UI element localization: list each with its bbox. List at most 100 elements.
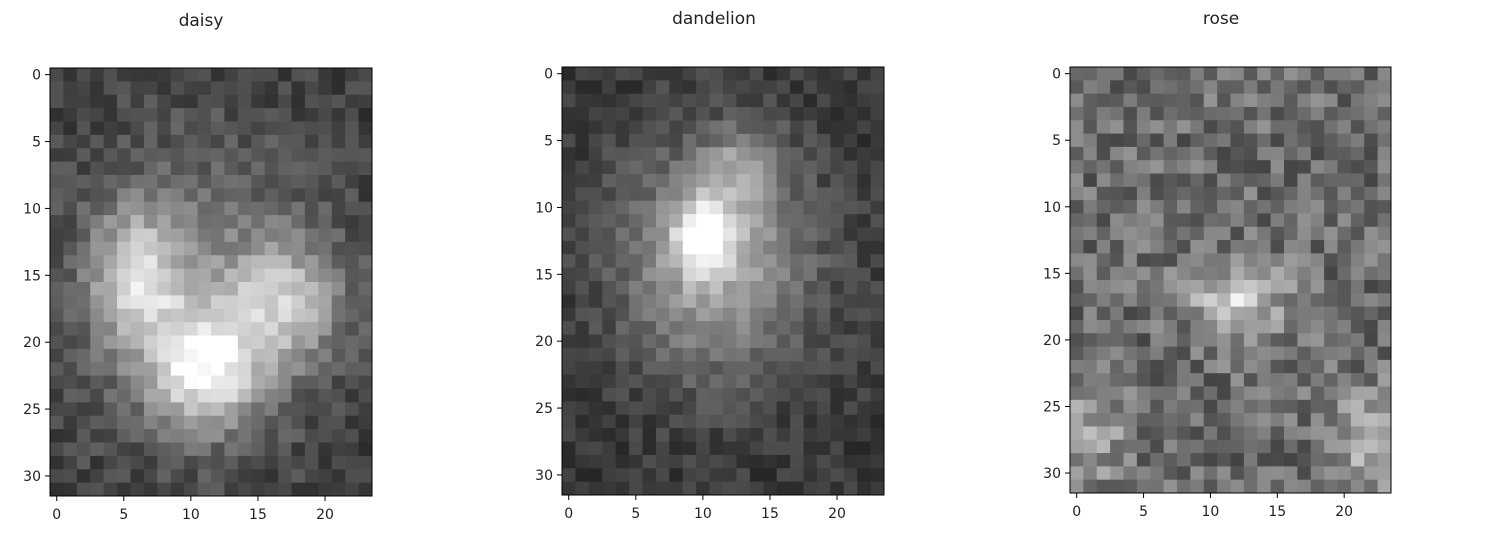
heatmap-cell: [1124, 227, 1138, 241]
heatmap-cell: [777, 442, 791, 456]
heatmap-cell: [790, 468, 804, 482]
heatmap-cell: [318, 255, 332, 269]
heatmap-cell: [736, 401, 750, 415]
heatmap-cell: [710, 228, 724, 242]
heatmap-cell: [1311, 426, 1325, 440]
heatmap-cell: [589, 80, 603, 94]
heatmap-cell: [1164, 400, 1178, 414]
heatmap-cell: [184, 443, 198, 457]
heatmap-cell: [723, 442, 737, 456]
heatmap-cell: [669, 147, 683, 161]
heatmap-cell: [305, 175, 319, 189]
heatmap-cell: [589, 308, 603, 322]
heatmap-cell: [278, 148, 292, 162]
panel-title: rose: [1203, 9, 1239, 29]
heatmap-cell: [750, 94, 764, 108]
heatmap-cell: [669, 348, 683, 362]
heatmap-cell: [184, 162, 198, 176]
heatmap-cell: [1231, 240, 1245, 254]
heatmap-cell: [63, 81, 77, 95]
heatmap-cell: [696, 214, 710, 228]
heatmap-cell: [763, 174, 777, 188]
heatmap-cell: [790, 94, 804, 108]
heatmap-cell: [318, 429, 332, 443]
heatmap-cell: [224, 336, 238, 350]
heatmap-cell: [857, 294, 871, 308]
heatmap-cell: [198, 81, 212, 95]
heatmap-cell: [1097, 453, 1111, 467]
heatmap-cell: [184, 362, 198, 376]
heatmap-cell: [817, 174, 831, 188]
heatmap-cell: [359, 81, 373, 95]
heatmap-cell: [278, 295, 292, 309]
heatmap-cell: [1137, 480, 1151, 494]
heatmap-cell: [1338, 280, 1352, 294]
y-tick-label: 10: [23, 201, 41, 217]
heatmap-cell: [777, 348, 791, 362]
heatmap-cell: [278, 215, 292, 229]
heatmap-cell: [656, 401, 670, 415]
heatmap-cell: [318, 68, 332, 82]
heatmap-cell: [750, 468, 764, 482]
heatmap-cell: [1231, 227, 1245, 241]
heatmap-cell: [683, 268, 697, 282]
heatmap-cell: [318, 322, 332, 336]
heatmap-cell: [669, 94, 683, 108]
heatmap-cell: [804, 428, 818, 442]
heatmap-cell: [804, 161, 818, 175]
heatmap-cell: [1324, 453, 1338, 467]
heatmap-cell: [332, 389, 346, 403]
heatmap-cell: [211, 188, 225, 202]
heatmap-cell: [1311, 400, 1325, 414]
heatmap-cell: [710, 174, 724, 188]
heatmap-cell: [629, 214, 643, 228]
heatmap-cell: [562, 455, 576, 469]
heatmap-cell: [1244, 67, 1258, 81]
heatmap-cell: [1150, 174, 1164, 188]
heatmap-cell: [804, 482, 818, 496]
heatmap-cell: [1257, 440, 1271, 454]
heatmap-cell: [1217, 387, 1231, 401]
heatmap-cell: [804, 134, 818, 148]
heatmap-cell: [1378, 480, 1392, 494]
heatmap-cell: [171, 456, 185, 470]
heatmap-cell: [575, 388, 589, 402]
heatmap-cell: [1324, 134, 1338, 148]
heatmap-cell: [616, 428, 630, 442]
heatmap-cell: [1070, 373, 1084, 387]
heatmap-cell: [1338, 387, 1352, 401]
heatmap-cell: [1324, 387, 1338, 401]
heatmap-cell: [1124, 147, 1138, 161]
heatmap-cell: [238, 376, 252, 390]
heatmap-cell: [1177, 466, 1191, 480]
heatmap-cell: [305, 402, 319, 416]
heatmap-cell: [790, 80, 804, 94]
heatmap-cell: [292, 362, 306, 376]
heatmap-cell: [1231, 94, 1245, 108]
heatmap-cell: [1097, 347, 1111, 361]
heatmap-cell: [265, 295, 279, 309]
heatmap-cell: [278, 95, 292, 109]
heatmap-cell: [1190, 440, 1204, 454]
heatmap-cell: [1070, 347, 1084, 361]
heatmap-cell: [696, 321, 710, 335]
heatmap-cell: [211, 336, 225, 350]
heatmap-cell: [184, 416, 198, 430]
heatmap-cell: [804, 361, 818, 375]
heatmap-cell: [656, 335, 670, 349]
heatmap-cell: [265, 135, 279, 149]
heatmap-cell: [629, 428, 643, 442]
heatmap-cell: [224, 162, 238, 176]
heatmap-cell: [1164, 253, 1178, 267]
heatmap-cell: [629, 228, 643, 242]
heatmap-cell: [643, 228, 657, 242]
heatmap-cell: [1257, 387, 1271, 401]
heatmap-cell: [1164, 320, 1178, 334]
heatmap-cell: [562, 388, 576, 402]
heatmap-cell: [345, 188, 359, 202]
heatmap-cell: [90, 81, 104, 95]
x-tick-label: 5: [119, 507, 128, 523]
heatmap-cell: [292, 215, 306, 229]
heatmap-cell: [1257, 80, 1271, 94]
heatmap-cell: [1364, 240, 1378, 254]
